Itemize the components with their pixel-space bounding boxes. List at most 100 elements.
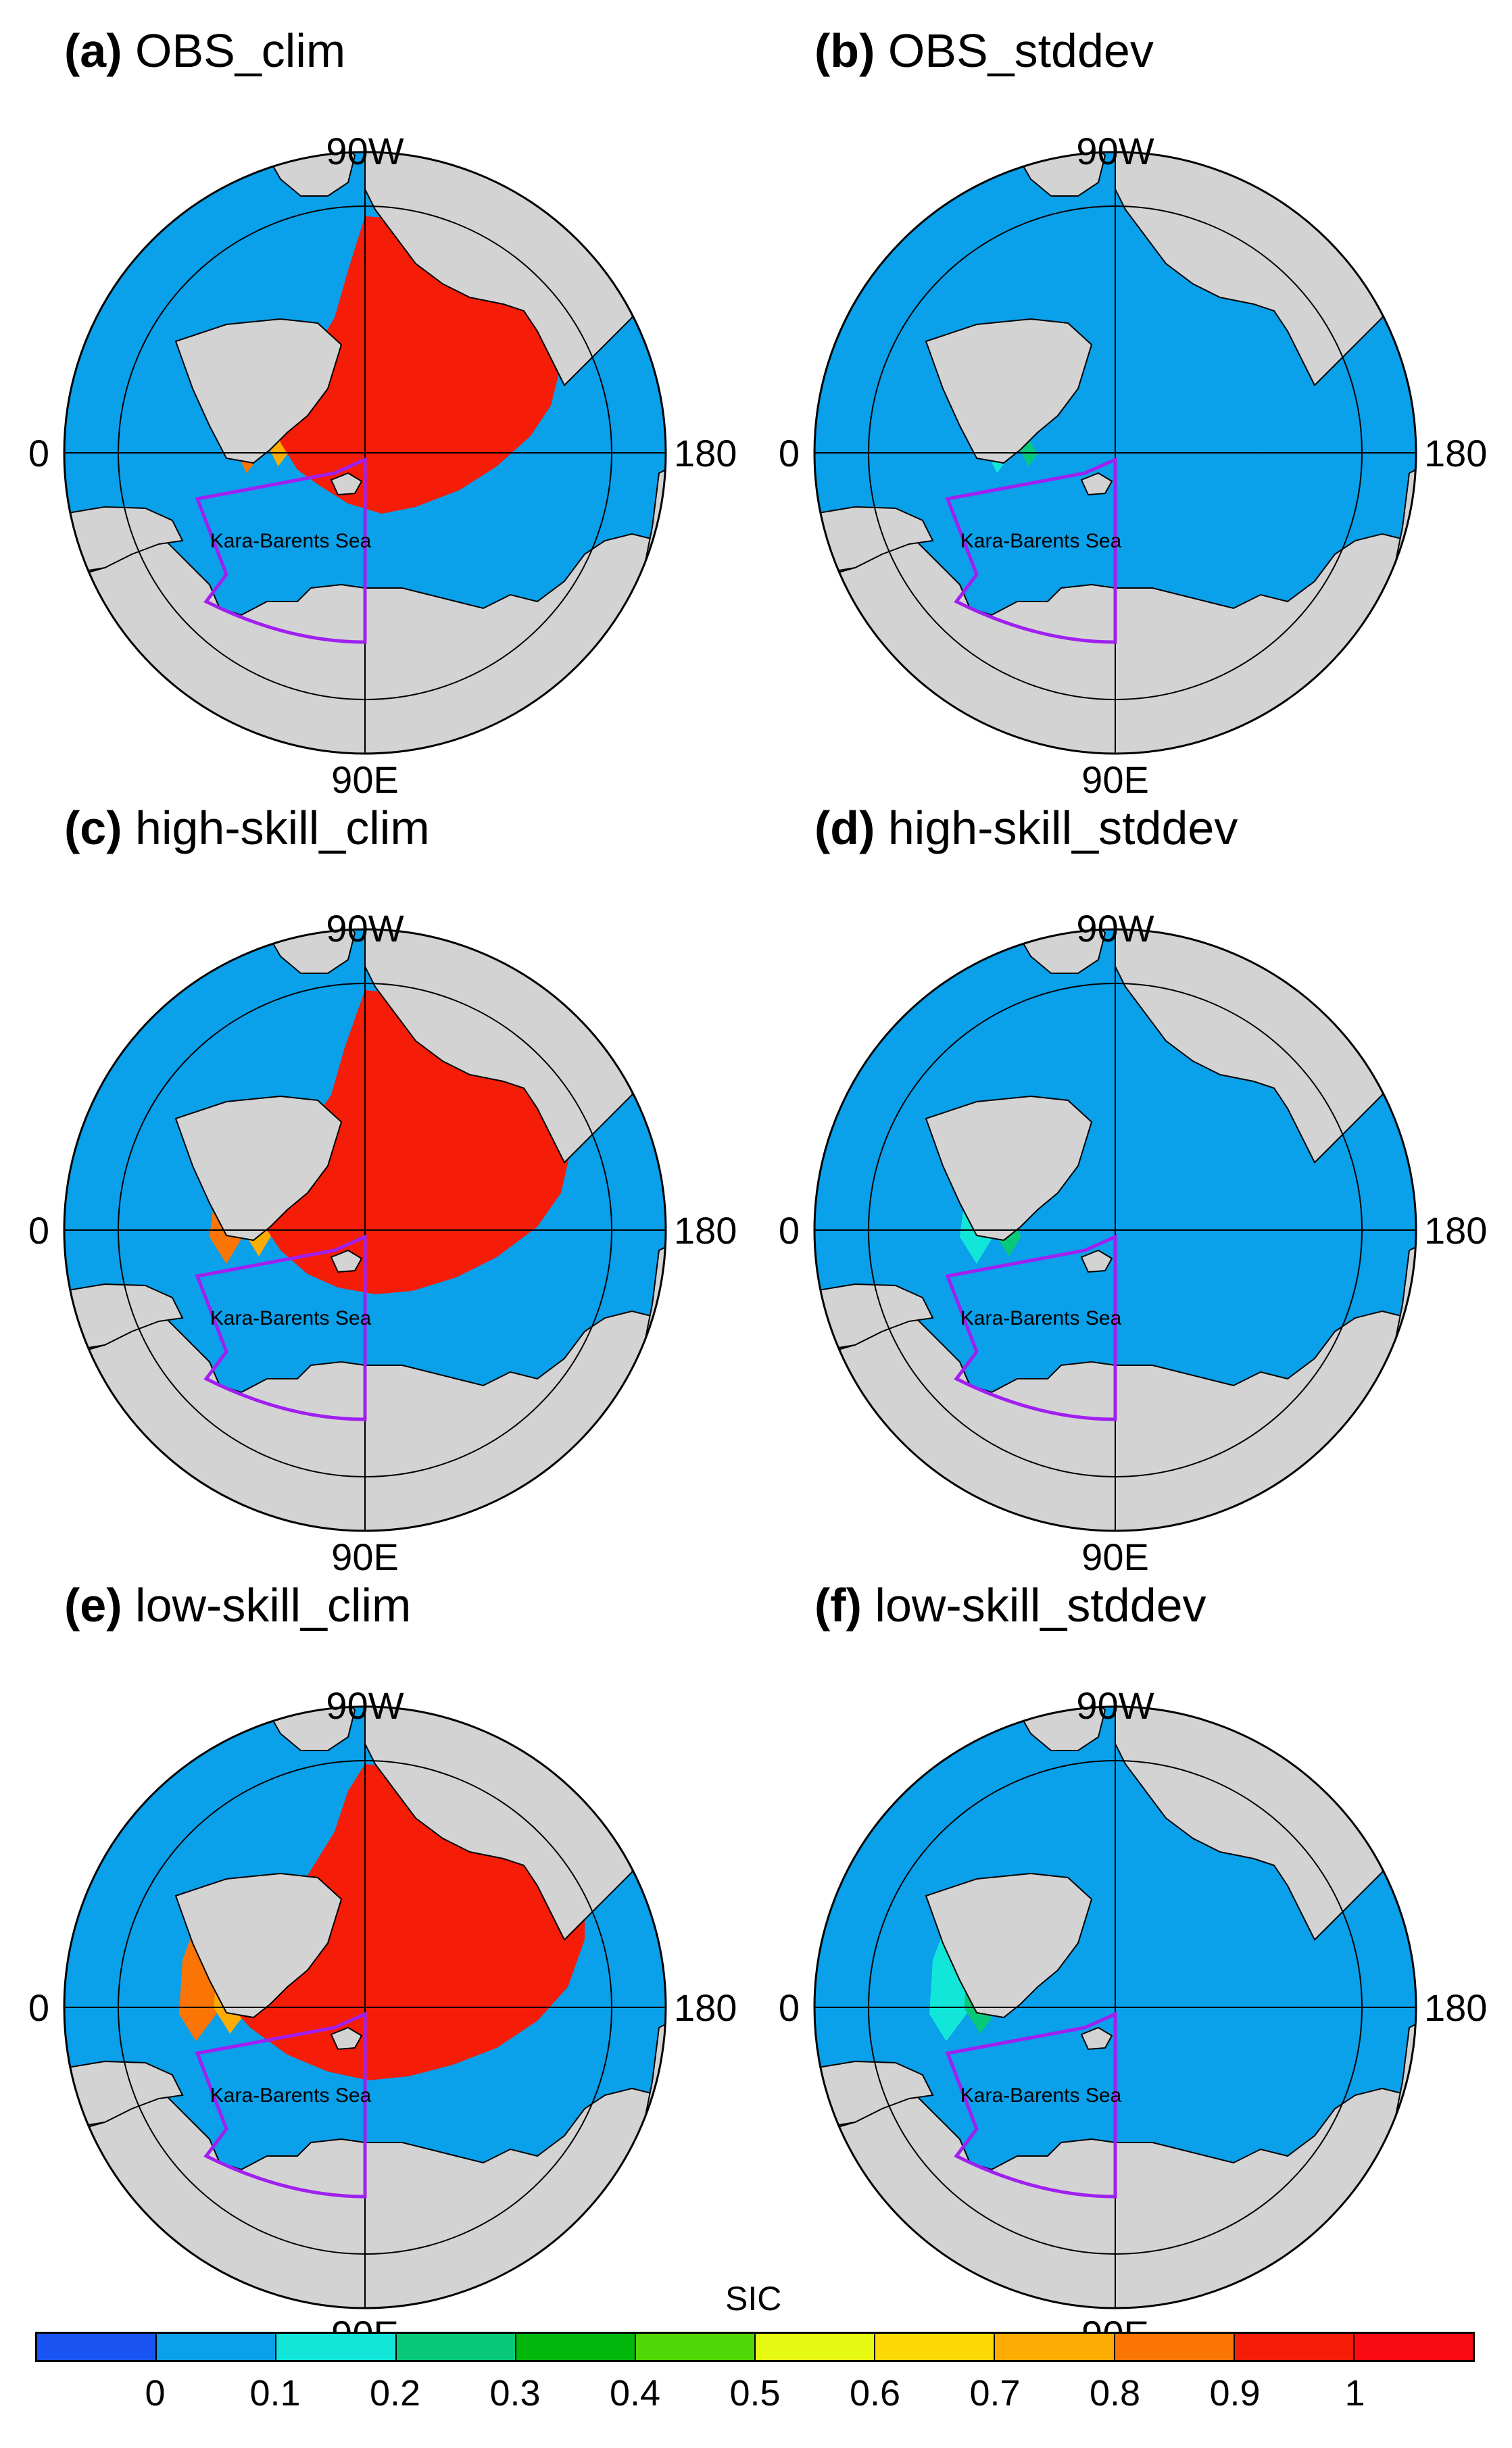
map-panel: (d) high-skill_stddev 90W 0 180 90E Kara-Bare… (779, 804, 1512, 1578)
colorbar-swatch (995, 2334, 1115, 2360)
lon-label-top: 90W (326, 1684, 404, 1727)
panel-tag: (d) (814, 802, 875, 854)
land-mass (174, 1872, 343, 2019)
kara-barents-sea-outline (945, 1234, 1117, 1421)
map-border (63, 928, 667, 1532)
lon-label-top: 90W (1076, 907, 1154, 950)
lon-label-bottom: 90E (331, 758, 399, 801)
lon-label-left: 0 (28, 1986, 49, 2029)
region-label: Kara-Barents Sea (960, 1307, 1122, 1329)
lon-label-right: 180 (1424, 1209, 1487, 1252)
land-mass (1080, 1249, 1113, 1273)
colorbar (35, 2332, 1475, 2362)
colorbar-tick-label: 0.3 (489, 2373, 541, 2414)
panel-title: (b) OBS_stddev (814, 27, 1154, 74)
map-border (813, 151, 1417, 755)
map-body (64, 152, 666, 754)
lon-label-right: 180 (674, 1986, 737, 2029)
colorbar-swatch (276, 2334, 397, 2360)
map-body (814, 929, 1416, 1531)
panel-name: OBS_clim (135, 24, 346, 77)
colorbar-swatch (157, 2334, 277, 2360)
map-panel: (e) low-skill_clim90W018090EKara-Barents… (28, 1582, 808, 2355)
panel-name: high-skill_clim (135, 802, 430, 854)
lon-label-top: 90W (326, 907, 404, 950)
land-mass (925, 318, 1093, 464)
colorbar-swatch (37, 2334, 157, 2360)
colorbar-swatch (396, 2334, 516, 2360)
kara-barents-sea-outline (195, 1234, 367, 1421)
lon-label-left: 0 (28, 432, 49, 474)
land-mass (1080, 2026, 1113, 2051)
lon-label-right: 180 (674, 1209, 737, 1252)
land-mass (330, 472, 363, 496)
panel-name: low-skill_stddev (875, 1579, 1206, 1632)
colorbar-tick-label: 0.7 (969, 2373, 1021, 2414)
map-border (63, 1705, 667, 2309)
land-mass (330, 2026, 363, 2051)
region-label: Kara-Barents Sea (960, 530, 1122, 552)
lon-label-left: 0 (779, 1209, 800, 1252)
colorbar-tick-label: 0 (145, 2373, 166, 2414)
colorbar-tick-label: 0.8 (1089, 2373, 1141, 2414)
map-panel: (a) OBS_clim 90W 0 180 90E Kara-Barents Sea (28, 27, 808, 801)
colorbar-tick-label: 1 (1344, 2373, 1365, 2414)
lon-label-right: 180 (1424, 432, 1487, 474)
colorbar-swatch (1354, 2334, 1473, 2360)
region-label: Kara-Barents Sea (960, 2084, 1122, 2107)
panel-tag: (c) (64, 802, 122, 854)
lon-label-left: 0 (28, 1209, 49, 1252)
map-panel: (c) high-skill_clim 90W 0 180 90E Kara-Barent… (28, 804, 808, 1578)
land-mass (1080, 472, 1113, 496)
colorbar-tick-label: 0.5 (729, 2373, 781, 2414)
map-border (63, 151, 667, 755)
colorbar-tick-label: 0.9 (1209, 2373, 1261, 2414)
lon-label-top: 90W (1076, 1684, 1154, 1727)
region-label: Kara-Barents Sea (210, 2084, 372, 2107)
land-mass (925, 1872, 1093, 2019)
map-border (813, 1705, 1417, 2309)
panel-title: (d) high-skill_stddev (814, 804, 1238, 852)
lon-label-right: 180 (674, 432, 737, 474)
region-label: Kara-Barents Sea (210, 1307, 372, 1329)
panel-tag: (f) (814, 1579, 862, 1632)
colorbar-tick-label: 0.2 (369, 2373, 421, 2414)
lon-label-top: 90W (326, 130, 404, 172)
colorbar-swatch (635, 2334, 756, 2360)
kara-barents-sea-outline (195, 2011, 367, 2199)
lon-label-left: 0 (779, 1986, 800, 2029)
panel-tag: (b) (814, 24, 875, 77)
lon-label-bottom: 90E (331, 1536, 399, 1578)
polar-map: 90W 0 180 90E Kara-Barents Sea (779, 907, 1488, 1578)
panel-name: low-skill_clim (135, 1579, 412, 1632)
panel-tag: (e) (64, 1579, 122, 1632)
land-mass (174, 318, 343, 464)
map-panel: (b) OBS_stddev 90W 0 180 90E Kara-Barents Sea (779, 27, 1512, 801)
map-body (814, 1707, 1416, 2308)
colorbar-tick-label: 0.6 (849, 2373, 901, 2414)
lon-label-bottom: 90E (1081, 758, 1149, 801)
panel-title: (f) low-skill_stddev (814, 1582, 1206, 1629)
polar-map: 90W 0 180 90E Kara-Barents Sea (28, 130, 737, 801)
colorbar-swatch (1115, 2334, 1235, 2360)
colorbar-tick-label: 0.4 (609, 2373, 661, 2414)
lon-label-bottom: 90E (1081, 1536, 1149, 1578)
colorbar-swatch (875, 2334, 996, 2360)
panel-title: (e) low-skill_clim (64, 1582, 411, 1629)
colorbar-swatch (1234, 2334, 1355, 2360)
lon-label-right: 180 (1424, 1986, 1487, 2029)
panel-title: (c) high-skill_clim (64, 804, 430, 852)
lon-label-top: 90W (1076, 130, 1154, 172)
panel-tag: (a) (64, 24, 122, 77)
map-border (813, 928, 1417, 1532)
colorbar-tick-label: 0.1 (249, 2373, 301, 2414)
map-body (814, 152, 1416, 754)
region-label: Kara-Barents Sea (210, 530, 372, 552)
polar-map: 90W 0 180 90E Kara-Barents Sea (28, 907, 737, 1578)
map-body (64, 929, 666, 1531)
land-mass (330, 1249, 363, 1273)
kara-barents-sea-outline (945, 2011, 1117, 2199)
panel-title: (a) OBS_clim (64, 27, 345, 74)
